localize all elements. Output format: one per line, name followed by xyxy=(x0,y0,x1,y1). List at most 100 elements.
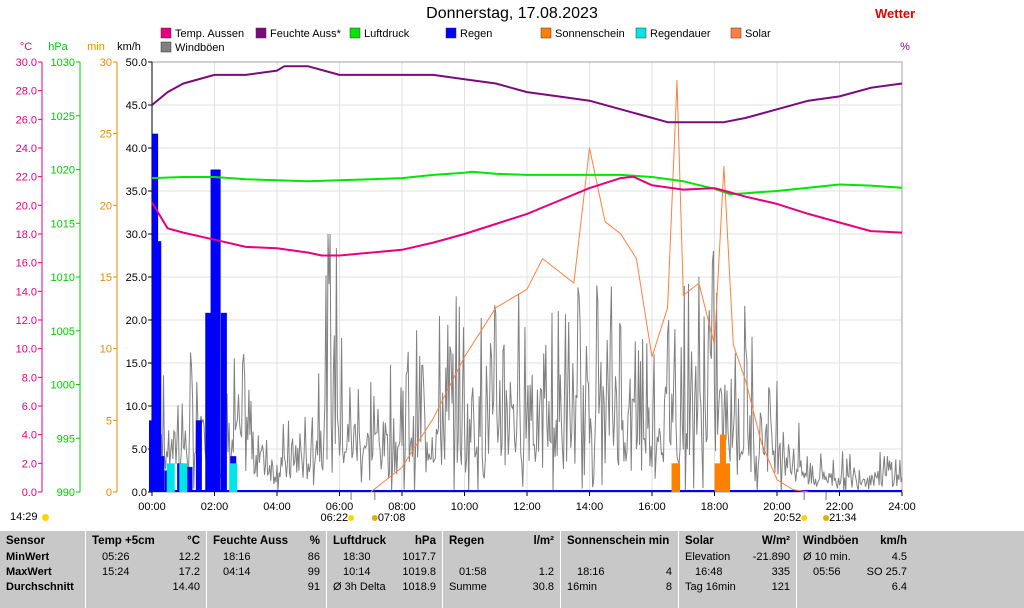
pressure-tick-label: 1010 xyxy=(51,272,75,284)
temp-tick-label: 4.0 xyxy=(22,430,37,442)
stats-rain-unit: l/m² xyxy=(533,535,554,547)
sun-event-label: 07:08 xyxy=(378,512,406,524)
wind-tick-label: 40.0 xyxy=(126,143,147,155)
stats-wind-panel: Windböen km/h Ø 10 min. 4.5 05:56 SO 25.7 6… xyxy=(796,531,913,608)
stats-value: -21.890 xyxy=(752,551,790,563)
stats-humidity-panel: Feuchte Auss% 18:16 86 04:14 99 91 xyxy=(206,531,326,608)
legend-label: Regendauer xyxy=(650,28,711,40)
stats-value: 14.40 xyxy=(172,581,200,593)
pressure-tick-label: 1030 xyxy=(51,57,75,69)
x-tick-label: 04:00 xyxy=(263,501,291,513)
legend-swatch xyxy=(635,27,647,39)
stats-time: 10:14 xyxy=(343,566,371,578)
minutes-tick-label: 25 xyxy=(100,129,112,141)
stats-value: 1.2 xyxy=(538,566,554,578)
temp-tick-label: 30.0 xyxy=(16,57,37,69)
series-sonnenschein-bar xyxy=(714,463,721,492)
x-tick-label: 22:00 xyxy=(826,501,854,513)
series-windboeen-line xyxy=(151,233,903,492)
legend-swatch xyxy=(540,27,552,39)
x-tick-label: 24:00 xyxy=(888,501,916,513)
legend-label: Temp. Aussen xyxy=(175,28,244,40)
stats-solar-header: Solar xyxy=(685,535,714,547)
pressure-tick-label: 1025 xyxy=(51,111,75,123)
legend-label: Luftdruck xyxy=(364,28,410,40)
stats-rain-panel: Regen l/m² 01:58 1.2 Summe 30.8 xyxy=(442,531,560,608)
wind-tick-label: 45.0 xyxy=(126,100,147,112)
brand-label: Wetter xyxy=(875,6,916,21)
stats-value: SO 25.7 xyxy=(866,566,907,578)
series-regen-bar xyxy=(152,133,159,492)
legend-label: Regen xyxy=(460,28,492,40)
x-tick-label: 14:00 xyxy=(576,501,604,513)
chart-title: Donnerstag, 17.08.2023 xyxy=(426,5,598,22)
stats-value: 1019.8 xyxy=(402,566,436,578)
series-regen-bar xyxy=(210,169,217,492)
stats-time: Ø 10 min. xyxy=(803,551,851,563)
x-tick-label: 10:00 xyxy=(451,501,479,513)
temp-tick-label: 6.0 xyxy=(22,401,37,413)
pressure-tick-label: 995 xyxy=(57,433,75,445)
stats-temp-unit: °C xyxy=(187,535,200,547)
legend-swatch xyxy=(160,41,172,53)
stats-value: 4 xyxy=(665,566,672,578)
sun-event-icon xyxy=(371,515,378,521)
wind-unit-label: km/h xyxy=(117,41,141,53)
stats-humidity-unit: % xyxy=(309,535,320,547)
series-sonnenschein-bar xyxy=(719,434,726,492)
legend-label: Feuchte Auss* xyxy=(270,28,342,40)
sun-icon xyxy=(41,513,49,521)
humidity-unit-label: % xyxy=(900,41,910,53)
stats-temp-panel: Temp +5cm °C 05:26 12.2 15:24 17.2 14.40 xyxy=(85,531,206,608)
minutes-tick-label: 0 xyxy=(106,487,112,499)
stats-value: 4.5 xyxy=(891,551,907,563)
stats-temp-header: Temp +5cm xyxy=(92,535,155,547)
wind-tick-label: 0.0 xyxy=(132,487,147,499)
series-sonnenschein-bar xyxy=(674,463,680,492)
x-tick-label: 20:00 xyxy=(763,501,791,513)
stats-time: 05:56 xyxy=(813,566,841,578)
series-regen-bar xyxy=(149,420,155,492)
sun-event-icon xyxy=(801,515,808,521)
series-regendauer-bar xyxy=(166,463,175,492)
stats-value: 91 xyxy=(307,581,320,593)
stats-row-label: MaxWert xyxy=(6,566,52,578)
stats-humidity-header: Feuchte Auss xyxy=(213,535,288,547)
stats-time: 18:30 xyxy=(343,551,371,563)
legend-label: Sonnenschein xyxy=(555,28,625,40)
x-axis-labels: 00:00 02:00 04:00 06:00 08:00 10:00 12:00 14:00… xyxy=(138,492,916,524)
stats-value: 335 xyxy=(771,566,790,578)
temp-unit-label: °C xyxy=(20,41,32,53)
series-regen-bar xyxy=(195,420,202,492)
pressure-tick-label: 1005 xyxy=(51,326,75,338)
stats-time: Ø 3h Delta xyxy=(333,581,386,593)
series-regen-bar xyxy=(205,312,212,492)
sun-event-label: 20:52 xyxy=(774,512,802,524)
wind-tick-label: 10.0 xyxy=(126,401,147,413)
stats-rain-header: Regen xyxy=(449,535,485,547)
minutes-tick-label: 15 xyxy=(100,272,112,284)
minutes-tick-label: 20 xyxy=(100,200,112,212)
legend-swatch xyxy=(255,27,267,39)
wind-tick-label: 25.0 xyxy=(126,272,147,284)
legend-swatch xyxy=(349,27,361,39)
temp-tick-label: 0.0 xyxy=(22,487,37,499)
x-tick-label: 16:00 xyxy=(638,501,666,513)
stats-value: 12.2 xyxy=(178,551,200,563)
legend-swatch xyxy=(160,27,172,39)
stats-time: 16min xyxy=(567,581,597,593)
stats-solar-panel: Solar W/m² Elevation -21.890 16:48 335 Tag … xyxy=(678,531,796,608)
legend-swatch xyxy=(730,27,742,39)
series-luftdruck-line xyxy=(151,170,903,196)
temp-tick-label: 8.0 xyxy=(22,372,37,384)
stats-row-label: MinWert xyxy=(6,551,50,563)
pressure-tick-label: 990 xyxy=(57,487,75,499)
chart-series xyxy=(149,65,903,493)
legend-label: Solar xyxy=(745,28,771,40)
stats-pressure-panel: Luftdruck hPa 18:30 1017.7 10:14 1019.8 Ø 3… xyxy=(326,531,442,608)
stats-wind-header: Windböen xyxy=(803,535,859,547)
chart-grid xyxy=(151,61,903,493)
series-regen-bar xyxy=(220,312,227,492)
temp-tick-label: 12.0 xyxy=(16,315,37,327)
pressure-tick-label: 1015 xyxy=(51,218,75,230)
